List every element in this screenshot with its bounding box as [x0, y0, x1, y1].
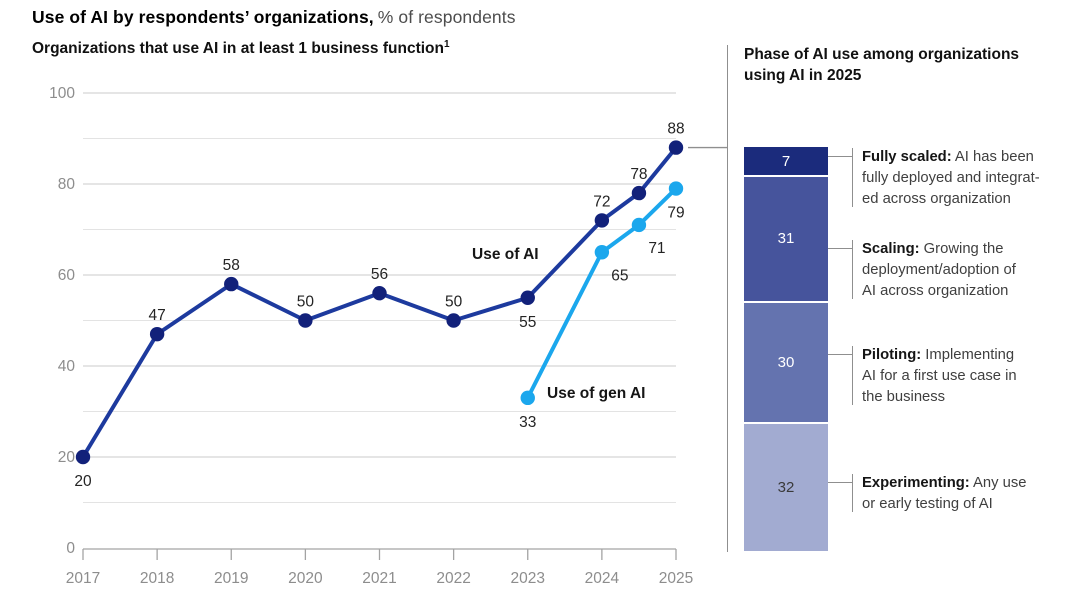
series-line [81, 146, 678, 459]
phase-stacked-bar: 7 31 30 32 [744, 147, 828, 551]
phase-connector-tick [852, 148, 853, 207]
data-point-label: 72 [593, 193, 610, 210]
y-axis-tick-label: 80 [58, 176, 76, 193]
data-point-label: 50 [297, 294, 315, 311]
data-point-label: 79 [667, 205, 684, 222]
data-point-marker [75, 449, 91, 465]
data-point-label: 56 [371, 266, 388, 283]
bar-segment-experimenting: 32 [744, 421, 828, 551]
data-point-marker [631, 217, 647, 233]
bar-segment-piloting: 30 [744, 300, 828, 422]
data-point-label: 58 [223, 257, 240, 274]
data-point-label: 88 [667, 121, 684, 138]
phase-name: Scaling: [862, 241, 920, 257]
x-axis-tick-label: 2018 [140, 570, 174, 587]
data-point-label: 33 [519, 414, 536, 431]
phase-label-2: Scaling: Growing the deployment/adoption … [862, 241, 1016, 299]
phase-name: Piloting: [862, 347, 922, 363]
data-point-marker [149, 326, 165, 342]
x-axis-tick-label: 2022 [436, 570, 470, 587]
data-point-marker [668, 140, 684, 155]
phase-label-3: Piloting: Implementing AI for a first use… [862, 347, 1017, 405]
phase-connector-tick [852, 240, 853, 299]
x-axis-tick-label: 2017 [66, 570, 100, 587]
data-point-label: 78 [630, 166, 647, 183]
y-axis-tick-label: 40 [58, 358, 76, 375]
bar-segment-fully-scaled: 7 [744, 147, 828, 176]
data-point-marker [446, 313, 461, 328]
phase-label-1: Fully scaled: AI has been fully deployed … [862, 149, 1040, 207]
x-axis-tick-label: 2021 [362, 570, 396, 587]
data-point-marker [631, 185, 647, 201]
y-axis-tick-label: 0 [66, 540, 75, 557]
data-point-marker [520, 390, 535, 406]
data-point-label: 71 [648, 240, 665, 257]
series-label-use-of-gen-ai: Use of gen AI [547, 385, 646, 402]
data-point-marker [594, 213, 610, 228]
left-chart-title-text: Organizations that use AI in at least 1 … [32, 40, 444, 58]
data-point-marker [372, 286, 387, 301]
x-axis-tick-label: 2019 [214, 570, 248, 587]
phase-label-4: Experimenting: Any use or early testing o… [862, 475, 1027, 512]
x-axis-tick-label: 2025 [659, 570, 693, 587]
x-axis-tick-label: 2023 [511, 570, 545, 587]
y-axis-tick-label: 60 [58, 267, 76, 284]
page-title-light: % of respondents [377, 7, 516, 27]
series-label-use-of-ai: Use of AI [472, 246, 539, 263]
data-point-marker [520, 290, 535, 305]
data-point-label: 55 [519, 314, 536, 331]
series-line [525, 187, 678, 399]
y-axis-tick-label: 100 [49, 85, 75, 102]
phase-connector-line [828, 482, 852, 483]
phase-connector-line [828, 354, 852, 355]
data-point-marker [668, 181, 684, 196]
page-title-bold: Use of AI by respondents’ organizations, [32, 7, 374, 27]
phase-name: Experimenting: [862, 475, 970, 491]
right-panel-title: Phase of AI use among organizations usin… [744, 46, 1020, 84]
data-point-label: 47 [149, 307, 166, 324]
phase-connector-line [828, 248, 852, 249]
data-point-label: 20 [74, 473, 92, 490]
footnote-marker: 1 [443, 39, 450, 50]
y-axis-tick-label: 20 [58, 449, 76, 466]
panel-divider [727, 45, 728, 552]
phase-connector-tick [852, 474, 853, 512]
data-point-label: 65 [611, 267, 628, 284]
x-axis-tick-label: 2020 [288, 570, 323, 587]
phase-connector-line [828, 156, 852, 157]
phase-connector-tick [852, 346, 853, 405]
data-point-marker [594, 245, 610, 260]
left-chart-title: Organizations that use AI in at least 1 … [32, 39, 450, 58]
data-point-marker [298, 313, 313, 328]
x-axis-tick-label: 2024 [585, 570, 620, 587]
page-title: Use of AI by respondents’ organizations,… [32, 7, 516, 28]
phase-name: Fully scaled: [862, 149, 952, 165]
bar-segment-scaling: 31 [744, 175, 828, 301]
data-point-marker [224, 276, 239, 292]
data-point-label: 50 [445, 294, 463, 311]
